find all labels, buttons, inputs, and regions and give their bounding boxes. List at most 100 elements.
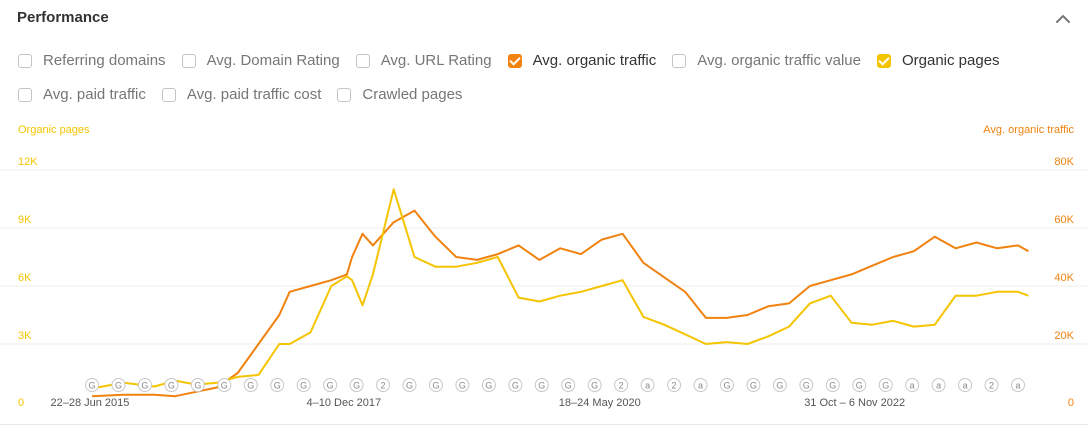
checkbox-checked[interactable] [507,53,522,68]
performance-chart[interactable]: 0 0 3K 20K 6K 40K 9K 60K 12K 80K 22–28 Jun 2015 4–1… [0,140,1088,420]
annotation-marker-label: G [565,381,572,391]
annotation-marker-label: G [168,381,175,391]
x-tick-label: 4–10 Dec 2017 [306,397,381,409]
annotation-marker-label: 2 [672,381,677,391]
annotation-marker-label: G [247,381,254,391]
annotation-marker [614,378,629,392]
checkbox-checked[interactable] [876,53,891,68]
annotation-marker-label: G [776,381,783,391]
annotation-marker [243,378,258,392]
left-tick-label: 12K [18,156,38,168]
metric-label: Avg. URL Rating [380,52,492,69]
annotation-marker-label: a [645,381,650,391]
annotation-marker-label: G [723,381,730,391]
metric-organic-pages[interactable]: Organic pages [876,52,1000,69]
x-tick-label: 18–24 May 2020 [559,397,641,409]
annotation-marker [137,378,152,392]
annotation-marker-label: G [432,381,439,391]
annotation-marker [825,378,840,392]
right-tick-label: 60K [1054,214,1074,226]
metric-avg-organic-traffic[interactable]: Avg. organic traffic [507,52,656,69]
annotation-marker-label: G [882,381,889,391]
annotation-marker-label: G [194,381,201,391]
checkbox[interactable] [161,87,176,102]
annotation-marker-label: 2 [989,381,994,391]
annotation-marker [270,378,285,392]
annotation-marker [984,378,999,392]
checkbox[interactable] [337,87,352,102]
annotation-marker-label: a [936,381,941,391]
annotation-marker [772,378,787,392]
checkbox[interactable] [18,53,32,68]
checkbox[interactable] [672,53,687,68]
checkbox[interactable] [355,53,370,68]
page-title: Performance [17,9,109,26]
annotation-marker-label: G [274,381,281,391]
annotation-marker [667,378,682,392]
metric-avg-paid-traffic-cost[interactable]: Avg. paid traffic cost [161,86,322,103]
annotation-marker [455,378,470,392]
annotation-marker [349,378,364,392]
checkbox[interactable] [181,53,196,68]
annotation-marker [719,378,734,392]
annotation-marker [85,378,100,392]
annotation-marker [746,378,761,392]
annotation-marker-label: G [141,381,148,391]
annotation-marker-label: G [406,381,413,391]
checkbox[interactable] [18,87,32,102]
metric-label: Avg. paid traffic cost [186,86,322,103]
annotation-marker-label: G [221,381,228,391]
annotation-marker [111,378,126,392]
right-axis-title: Avg. organic traffic [983,124,1074,136]
annotation-marker-label: G [300,381,307,391]
left-tick-label: 6K [18,272,32,284]
metric-avg-organic-traffic-value[interactable]: Avg. organic traffic value [672,52,861,69]
organic-pages-line [91,188,1029,390]
metric-avg-domain-rating[interactable]: Avg. Domain Rating [181,52,340,69]
annotation-marker [323,378,338,392]
organic-traffic-line [91,209,1029,398]
x-tick-label: 31 Oct – 6 Nov 2022 [804,397,905,409]
divider [0,424,1088,425]
annotation-marker [905,378,920,392]
left-tick-label: 9K [18,214,32,226]
annotation-marker [428,378,443,392]
annotation-marker [190,378,205,392]
annotation-marker [852,378,867,392]
annotation-marker [534,378,549,392]
annotation-marker-label: G [327,381,334,391]
annotation-marker-label: G [459,381,466,391]
right-tick-label: 80K [1054,156,1074,168]
annotation-marker [402,378,417,392]
annotation-marker-label: G [829,381,836,391]
annotation-marker-label: a [910,381,915,391]
annotation-marker [958,378,973,392]
metric-crawled-pages[interactable]: Crawled pages [337,86,462,103]
chevron-up-icon[interactable] [1052,8,1074,30]
annotation-marker [799,378,814,392]
metric-label: Referring domains [43,52,166,69]
annotation-marker-label: G [750,381,757,391]
annotation-marker [640,378,655,392]
metric-avg-paid-traffic[interactable]: Avg. paid traffic [18,86,146,103]
annotation-marker-label: G [538,381,545,391]
annotation-marker-label: 2 [619,381,624,391]
annotation-marker-label: a [963,381,968,391]
annotation-marker-label: 2 [381,381,386,391]
metric-referring-domains[interactable]: Referring domains [18,52,166,69]
annotation-marker [878,378,893,392]
annotation-marker [561,378,576,392]
right-tick-label: 40K [1054,272,1074,284]
metric-label: Crawled pages [362,86,463,103]
annotation-marker-label: G [89,381,96,391]
metric-toggle-row: Avg. paid traffic Avg. paid traffic cost… [18,86,478,103]
metric-label: Organic pages [901,52,1000,69]
annotation-marker [164,378,179,392]
annotation-marker-label: G [591,381,598,391]
annotation-marker [376,378,391,392]
metric-avg-url-rating[interactable]: Avg. URL Rating [355,52,492,69]
left-tick-label: 3K [18,330,32,342]
annotation-marker [693,378,708,392]
metric-label: Avg. paid traffic [43,86,146,103]
annotation-marker [296,378,311,392]
